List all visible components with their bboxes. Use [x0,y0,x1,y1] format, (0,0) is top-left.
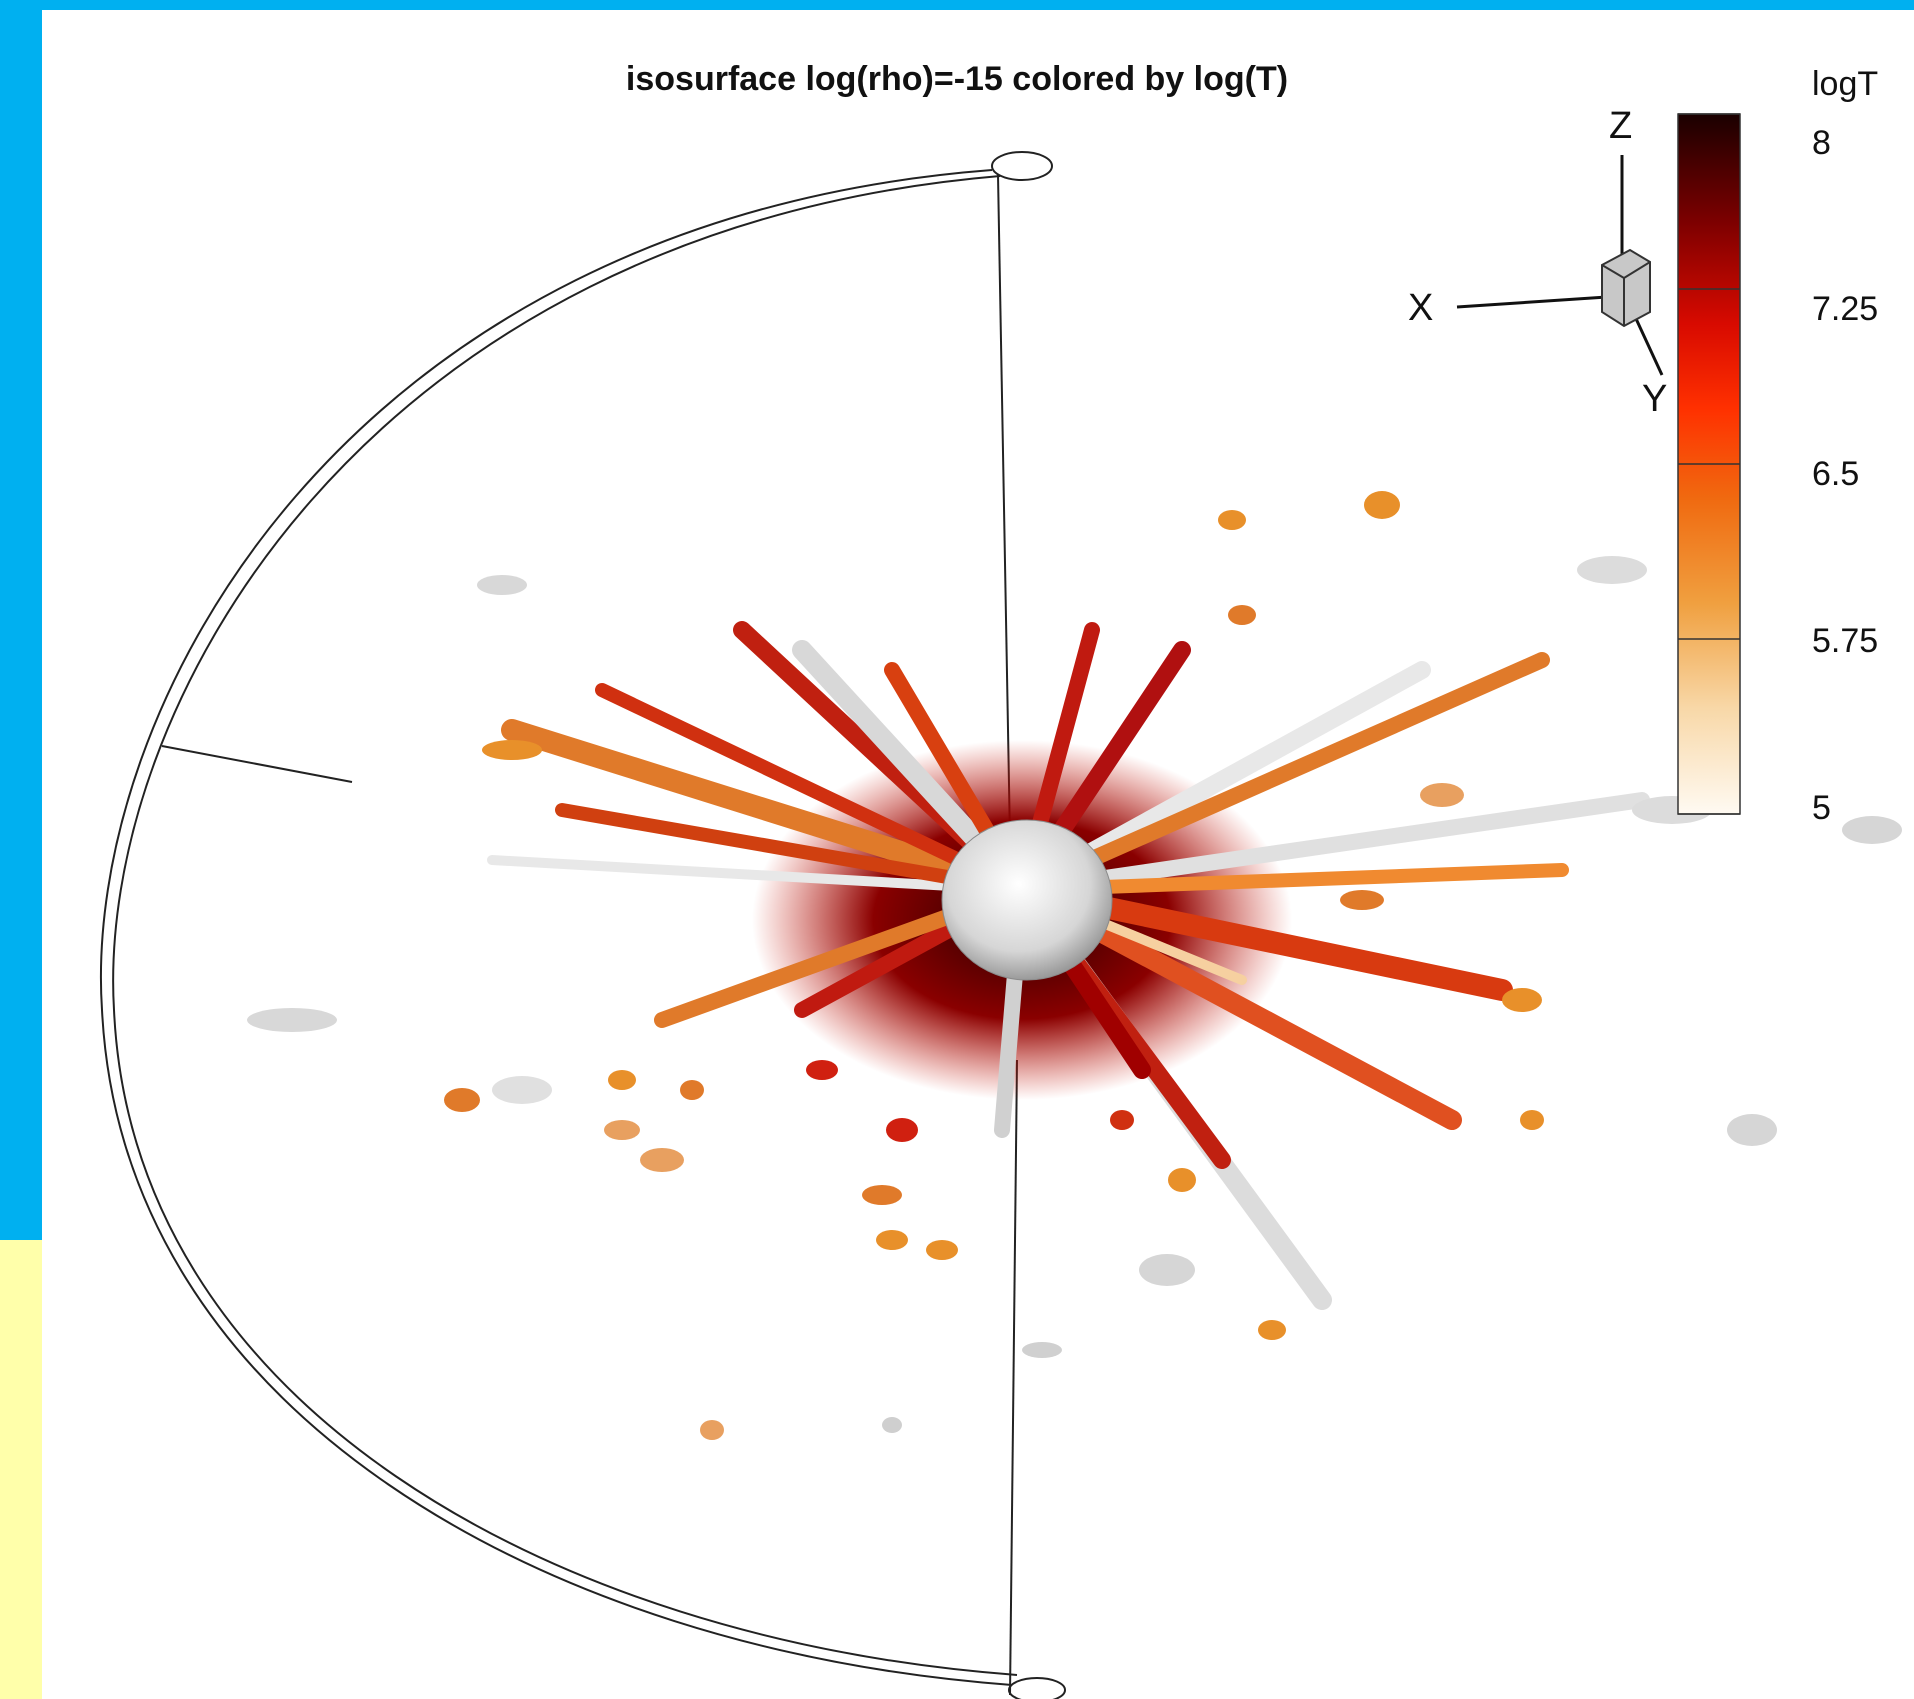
frame-top-blue [0,0,1914,10]
colorbar-tick-label: 8 [1812,124,1831,162]
colorbar-tick-label: 5.75 [1812,622,1879,660]
axis-triad [1456,155,1664,376]
colorbar-tick-label: 5 [1812,789,1831,827]
axis-y-label: Y [1642,378,1668,420]
colorbar-tick-label: 6.5 [1812,455,1860,493]
ejecta-streaks [487,621,1650,1310]
colorbar [1677,113,1741,815]
axis-z-label: Z [1609,105,1633,147]
isosurface-render [100,113,1902,1699]
colorbar-title: logT [1812,65,1879,103]
colorbar-tick-label: 7.25 [1812,290,1879,328]
visualization-canvas: isosurface log(rho)=-15 colored by log(T… [42,10,1914,1699]
frame-left-blue [0,0,42,1240]
domain-boundary [100,151,1066,1699]
ejecta-blobs [247,491,1902,1440]
figure-title: isosurface log(rho)=-15 colored by log(T… [625,60,1289,98]
central-core-sphere [941,819,1113,981]
frame-left-yellow [0,1240,42,1699]
axis-x-label: X [1408,287,1434,329]
